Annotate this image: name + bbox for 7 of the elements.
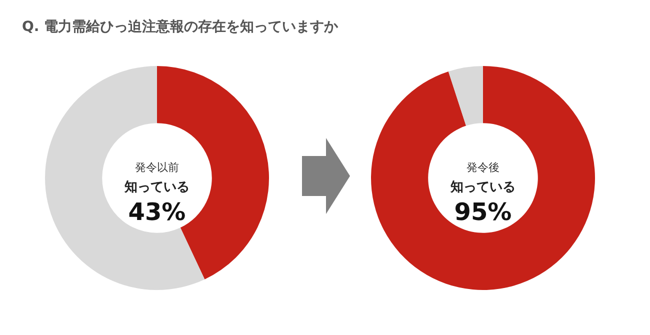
text: 43% — [128, 198, 186, 226]
text: 発令以前 — [135, 161, 179, 174]
text: 発令後 — [466, 161, 500, 174]
text: 知っている — [124, 180, 190, 195]
text: 95% — [454, 198, 512, 226]
chart-title: Q. 電力需給ひっ迫注意報の存在を知っていますか — [22, 18, 338, 36]
text: 知っている — [450, 180, 516, 195]
